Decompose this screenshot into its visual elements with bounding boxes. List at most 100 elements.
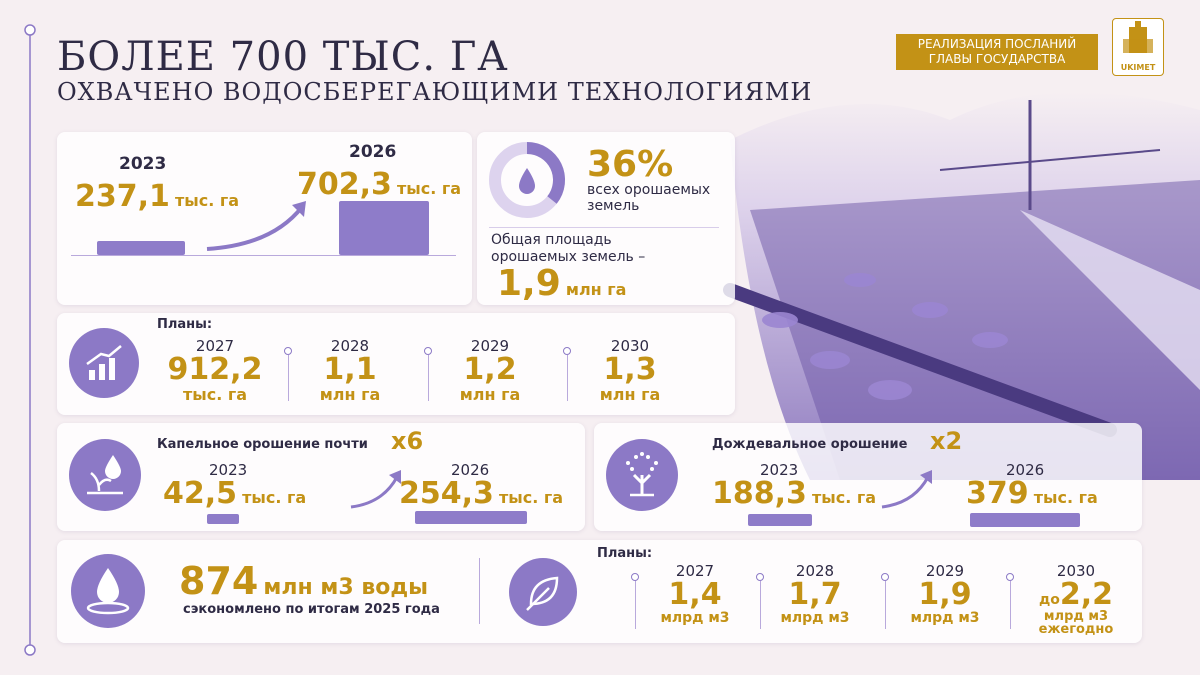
unit: тыс. га — [242, 488, 307, 507]
total: 1,9 млн га — [497, 266, 626, 302]
divider — [1010, 581, 1011, 629]
value: 702,3 — [297, 167, 392, 202]
divider-dot — [1006, 573, 1014, 581]
plan-item: 2027 912,2 тыс. га — [165, 337, 265, 404]
divider-dot — [424, 347, 432, 355]
unit: тыс. га — [812, 488, 877, 507]
year: 2030 — [610, 337, 650, 355]
icon — [71, 554, 145, 628]
plans-panel: Планы: 2027 912,2 тыс. га 2028 1,1 млн га 20… — [57, 313, 735, 415]
line: всех орошаемых — [587, 182, 711, 198]
unit: млн м3 воды — [263, 575, 429, 600]
unit: млн га — [459, 385, 521, 404]
icon — [69, 439, 141, 511]
logo: UKIMET — [1112, 18, 1164, 76]
multiplier: x6 — [391, 427, 424, 455]
plan-item: 2029 1,9 млрд м3 — [895, 562, 995, 626]
divider — [567, 355, 568, 401]
subtitle: ОХВАЧЕНО ВОДОСБЕРЕГАЮЩИМИ ТЕХНОЛОГИЯМИ — [57, 78, 813, 106]
share-panel: 36% всех орошаемых земель Общая площадь ор… — [477, 132, 735, 305]
unit: тыс. га — [175, 191, 240, 210]
icon — [69, 328, 139, 398]
divider — [635, 581, 636, 629]
year: 2030 — [1056, 562, 1096, 580]
year: 2026 — [1006, 461, 1045, 479]
unit: млрд м3 — [1043, 609, 1109, 624]
unit: млрд м3 — [780, 610, 850, 626]
bar — [97, 241, 185, 255]
description: всех орошаемых земель — [587, 182, 710, 214]
plan-item: 2030 до2,2 млрд м3 ежегодно — [1021, 562, 1131, 636]
year: 2029 — [925, 562, 965, 580]
value-group: 237,1 тыс. га — [75, 182, 239, 212]
value: 2,2 — [1059, 577, 1114, 612]
value: 1,9 — [497, 263, 561, 304]
badge-line: ГЛАВЫ ГОСУДАРСТВА — [928, 52, 1066, 66]
plans-label: Планы: — [157, 317, 213, 332]
unit: млн га — [599, 385, 661, 404]
section-title: Капельное орошение почти — [157, 437, 368, 452]
badge-line: РЕАЛИЗАЦИЯ ПОСЛАНИЙ — [917, 37, 1077, 51]
note: ежегодно — [1038, 622, 1114, 637]
value: 237,1 — [75, 179, 170, 214]
badge: РЕАЛИЗАЦИЯ ПОСЛАНИЙ ГЛАВЫ ГОСУДАРСТВА — [896, 34, 1098, 70]
donut — [489, 142, 566, 218]
separator — [479, 558, 480, 624]
year: 2029 — [470, 337, 510, 355]
plan-item: 2030 1,3 млн га — [580, 337, 680, 404]
value: 42,5 — [163, 476, 238, 511]
year: 2027 — [675, 562, 715, 580]
value: 1,1 — [323, 352, 377, 387]
bar — [415, 511, 527, 524]
year: 2027 — [195, 337, 235, 355]
separator — [489, 227, 719, 228]
value: 1,7 — [788, 577, 842, 612]
unit: тыс. га — [1033, 488, 1098, 507]
plan-item: 2028 1,1 млн га — [300, 337, 400, 404]
percent: 36% — [587, 144, 674, 185]
unit: млрд м3 — [660, 610, 730, 626]
year: 2023 — [119, 154, 167, 174]
plan-item: 2028 1,7 млрд м3 — [765, 562, 865, 626]
divider-dot — [881, 573, 889, 581]
water-value: 874 млн м3 воды — [179, 562, 428, 600]
value: 1,2 — [463, 352, 517, 387]
baseline — [71, 255, 456, 256]
arrow — [206, 201, 306, 251]
unit: млн га — [319, 385, 381, 404]
value: 188,3 — [712, 476, 807, 511]
value: 379 — [966, 476, 1029, 511]
line: Общая площадь — [491, 232, 612, 248]
icon — [606, 439, 678, 511]
bar — [339, 201, 429, 255]
value: 1,4 — [668, 577, 722, 612]
bar — [970, 513, 1080, 527]
drip-panel: Капельное орошение почти x6 2023 42,5 ты… — [57, 423, 585, 531]
value: 912,2 — [167, 352, 263, 387]
arrow — [350, 470, 401, 509]
unit: тыс. га — [499, 488, 564, 507]
divider — [428, 355, 429, 401]
year: 2023 — [209, 461, 248, 479]
plan-item: 2029 1,2 млн га — [440, 337, 540, 404]
year: 2028 — [330, 337, 370, 355]
plan-item: 2027 1,4 млрд м3 — [645, 562, 745, 626]
unit: тыс. га — [182, 385, 248, 404]
value-group: 188,3 тыс. га — [712, 479, 876, 509]
field-illustration — [723, 92, 1200, 480]
sprinkler-panel: Дождевальное орошение x2 2023 188,3 тыс.… — [594, 423, 1142, 531]
bar — [748, 514, 812, 526]
value-group: 379 тыс. га — [966, 479, 1098, 509]
value-group: 42,5 тыс. га — [163, 479, 306, 509]
title: БОЛЕЕ 700 ТЫС. ГА — [57, 34, 509, 80]
divider — [885, 581, 886, 629]
growth-panel: 2023 237,1 тыс. га 2026 702,3 тыс. га — [57, 132, 472, 305]
icon — [509, 558, 577, 626]
value-group: 254,3 тыс. га — [399, 479, 563, 509]
note: сэкономлено по итогам 2025 года — [183, 602, 440, 617]
water-panel: 874 млн м3 воды сэкономлено по итогам 20… — [57, 540, 1142, 643]
logo-text: UKIMET — [1120, 63, 1156, 72]
divider-dot — [756, 573, 764, 581]
value-group: 702,3 тыс. га — [297, 170, 461, 200]
